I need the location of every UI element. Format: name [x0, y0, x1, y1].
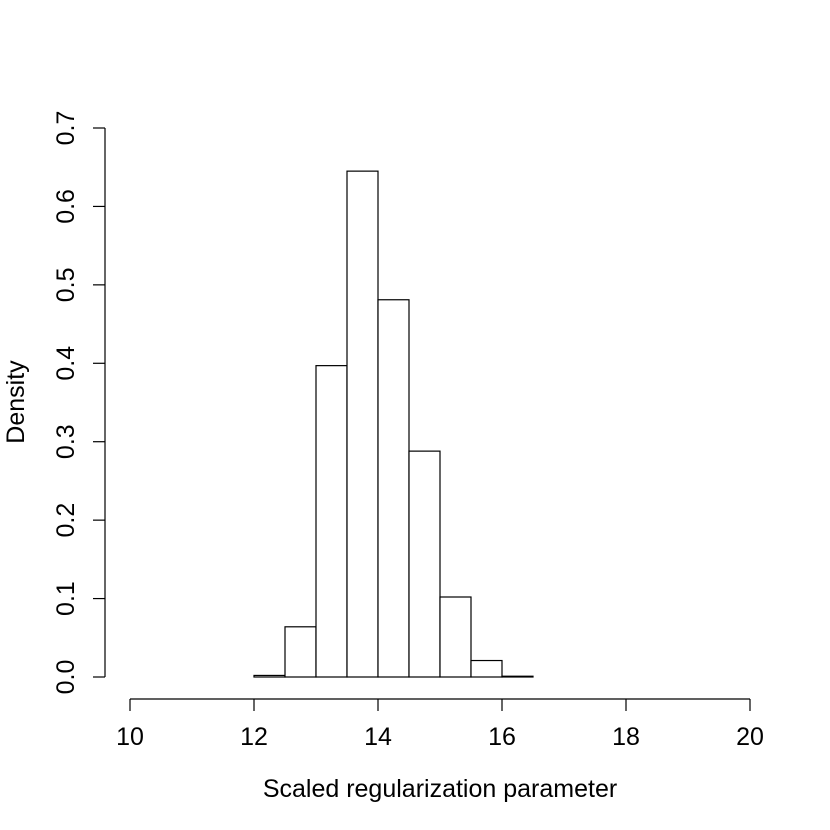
- histogram-bar: [377, 299, 410, 678]
- y-axis-ticks: 0.0 0.1 0.2 0.3 0.4 0.5 0.6 0.7: [52, 111, 105, 695]
- y-tick-label: 0.4: [52, 346, 80, 381]
- histogram-bar: [408, 450, 441, 678]
- y-tick-label: 0.5: [52, 267, 80, 302]
- y-tick-label: 0.2: [52, 503, 80, 538]
- histogram-bar: [284, 626, 317, 678]
- x-tick-label: 20: [736, 723, 764, 751]
- x-axis-title: Scaled regularization parameter: [263, 775, 617, 803]
- x-tick-label: 14: [364, 723, 392, 751]
- y-tick-label: 0.0: [52, 660, 80, 695]
- y-tick-label: 0.7: [52, 111, 80, 146]
- x-tick-label: 18: [612, 723, 640, 751]
- x-axis-ticks: 10 12 14 16 18 20: [116, 699, 764, 751]
- x-tick-label: 16: [488, 723, 516, 751]
- y-tick-label: 0.1: [52, 581, 80, 616]
- histogram-bars: [253, 170, 534, 678]
- histogram-bar: [439, 596, 472, 678]
- y-tick-label: 0.3: [52, 424, 80, 459]
- histogram-bar: [253, 674, 286, 678]
- histogram-bar: [501, 675, 534, 678]
- y-tick-label: 0.6: [52, 189, 80, 224]
- histogram-bar: [470, 659, 503, 678]
- y-axis-title: Density: [2, 360, 30, 444]
- x-tick-label: 12: [240, 723, 268, 751]
- histogram-bar: [346, 170, 379, 678]
- histogram-bar: [315, 365, 348, 678]
- x-tick-label: 10: [116, 723, 144, 751]
